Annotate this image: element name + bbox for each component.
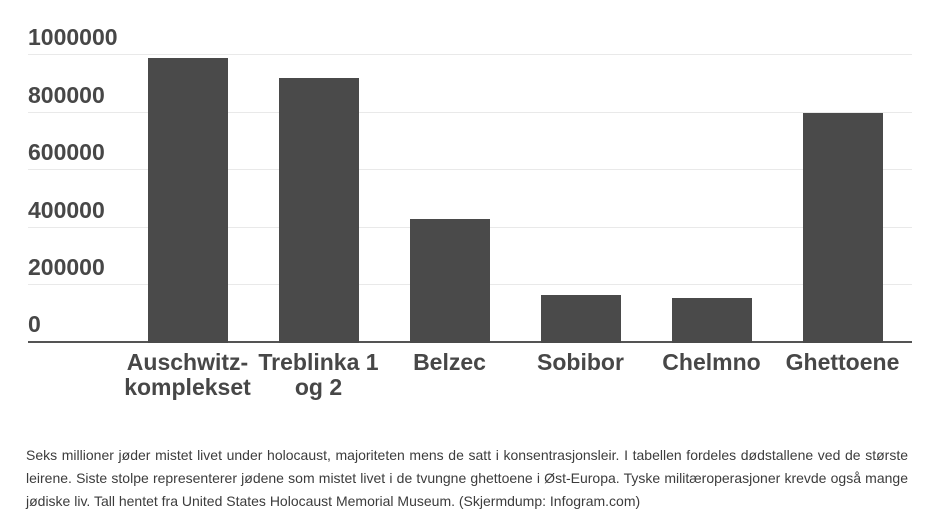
bar-slot (253, 55, 384, 343)
gridline-1000000 (28, 54, 912, 55)
x-axis-labels: Auschwitz- komplekset Treblinka 1 og 2 B… (122, 350, 908, 400)
y-tick-label-800000: 800000 (28, 81, 105, 108)
x-label-line: Chelmno (662, 349, 761, 375)
y-tick-label-0: 0 (28, 311, 41, 337)
chart-caption: Seks millioner jøder mistet livet under … (26, 447, 908, 509)
x-label-line: komplekset (124, 374, 251, 400)
x-label-line: Sobibor (537, 349, 624, 375)
y-tick-label-600000: 600000 (28, 139, 105, 166)
bar-auschwitz-komplekset (147, 57, 228, 343)
y-tick-label-1000000: 1000000 (28, 24, 118, 50)
y-tick-label-200000: 200000 (28, 254, 105, 281)
x-label-chelmno: Chelmno (646, 350, 777, 400)
x-label-ghettoene: Ghettoene (777, 350, 908, 400)
y-tick-label-400000: 400000 (28, 196, 105, 223)
bar-sobibor (540, 294, 621, 343)
bar-slot (515, 55, 646, 343)
x-label-sobibor: Sobibor (515, 350, 646, 400)
bar-slot (777, 55, 908, 343)
bar-slot (122, 55, 253, 343)
bar-belzec (409, 219, 490, 343)
bar-slot (646, 55, 777, 343)
x-label-treblinka-1-og-2: Treblinka 1 og 2 (253, 350, 384, 400)
bar-treblinka-1-og-2 (278, 78, 359, 343)
x-label-auschwitz-komplekset: Auschwitz- komplekset (122, 350, 253, 400)
bar-chelmno (671, 298, 752, 343)
x-label-line: Treblinka 1 (258, 349, 379, 375)
x-label-line: Auschwitz- (126, 349, 249, 375)
bars-group (122, 55, 908, 343)
x-label-line: Belzec (413, 349, 486, 375)
plot-area: 0 200000 400000 600000 800000 1000000 (28, 24, 912, 343)
x-label-belzec: Belzec (384, 350, 515, 400)
gridline-600000 (28, 169, 912, 171)
bar-ghettoene (802, 112, 883, 343)
bar-slot (384, 55, 515, 343)
gridline-800000 (28, 111, 912, 113)
x-label-line: og 2 (294, 374, 343, 400)
x-label-line: Ghettoene (785, 349, 900, 375)
